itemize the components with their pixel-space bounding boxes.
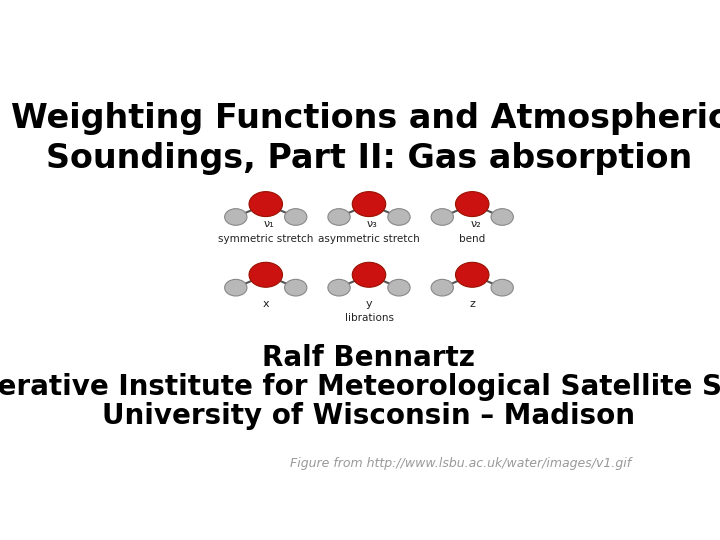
Text: Cooperative Institute for Meteorological Satellite Studies: Cooperative Institute for Meteorological…	[0, 373, 720, 401]
Circle shape	[431, 279, 454, 296]
Circle shape	[284, 208, 307, 225]
Circle shape	[456, 192, 489, 217]
Text: x: x	[263, 299, 269, 309]
Text: University of Wisconsin – Madison: University of Wisconsin – Madison	[102, 402, 636, 430]
Text: Weighting Functions and Atmospheric
Soundings, Part II: Gas absorption: Weighting Functions and Atmospheric Soun…	[11, 102, 720, 175]
Circle shape	[225, 279, 247, 296]
Circle shape	[431, 208, 454, 225]
Text: y: y	[366, 299, 372, 309]
Circle shape	[249, 262, 282, 287]
Circle shape	[388, 208, 410, 225]
Circle shape	[284, 279, 307, 296]
Circle shape	[352, 192, 386, 217]
Circle shape	[491, 279, 513, 296]
Text: librations: librations	[344, 313, 394, 323]
Circle shape	[491, 208, 513, 225]
Text: ν₃: ν₃	[367, 219, 378, 229]
Circle shape	[456, 262, 489, 287]
Text: symmetric stretch: symmetric stretch	[218, 234, 313, 244]
Text: ν₂: ν₂	[470, 219, 481, 229]
Text: asymmetric stretch: asymmetric stretch	[318, 234, 420, 244]
Circle shape	[225, 208, 247, 225]
Circle shape	[328, 279, 350, 296]
Text: Figure from http://www.lsbu.ac.uk/water/images/v1.gif: Figure from http://www.lsbu.ac.uk/water/…	[290, 457, 631, 470]
Circle shape	[249, 192, 282, 217]
Circle shape	[388, 279, 410, 296]
Text: Ralf Bennartz: Ralf Bennartz	[263, 344, 475, 372]
Text: ν₁: ν₁	[264, 219, 274, 229]
Text: bend: bend	[459, 234, 485, 244]
Circle shape	[328, 208, 350, 225]
Text: z: z	[469, 299, 475, 309]
Circle shape	[352, 262, 386, 287]
